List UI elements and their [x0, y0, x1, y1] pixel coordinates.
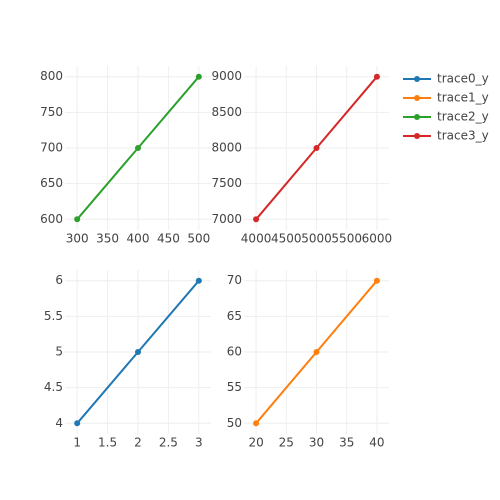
y-tick-label: 5: [55, 345, 63, 359]
y-tick-label: 55: [227, 380, 242, 394]
point: [135, 145, 141, 151]
x-tick-label: 4500: [271, 232, 302, 246]
y-tick-label: 750: [40, 105, 63, 119]
x-tick-label: 2.5: [159, 436, 178, 450]
point: [373, 277, 380, 284]
legend-marker: [414, 76, 420, 82]
legend-label: trace1_y: [437, 91, 489, 105]
y-tick-label: 800: [40, 69, 63, 83]
legend-label: trace2_y: [437, 110, 489, 124]
point: [74, 420, 81, 427]
x-tick-label: 2: [134, 436, 142, 450]
y-tick-label: 9000: [211, 69, 242, 83]
y-tick-label: 4.5: [44, 380, 63, 394]
point: [135, 349, 141, 355]
x-tick-label: 350: [96, 232, 119, 246]
y-tick-label: 5.5: [44, 309, 63, 323]
legend-marker: [414, 95, 420, 101]
y-tick-label: 700: [40, 141, 63, 155]
point: [195, 277, 202, 284]
x-tick-label: 4000: [241, 232, 272, 246]
y-tick-label: 4: [55, 416, 63, 430]
legend-label: trace0_y: [437, 72, 489, 86]
y-tick-label: 6: [55, 273, 63, 287]
y-tick-label: 7000: [211, 212, 242, 226]
y-tick-label: 8000: [211, 141, 242, 155]
x-tick-label: 300: [66, 232, 89, 246]
point: [313, 349, 320, 355]
point: [74, 216, 81, 223]
point: [313, 145, 320, 151]
y-tick-label: 8500: [211, 105, 242, 119]
y-tick-label: 60: [227, 345, 242, 359]
y-tick-label: 7500: [211, 176, 242, 190]
x-tick-label: 400: [127, 232, 150, 246]
x-tick-label: 1.5: [98, 436, 117, 450]
x-tick-label: 20: [248, 436, 263, 450]
point: [253, 420, 260, 427]
legend-marker: [414, 114, 420, 120]
point: [373, 73, 380, 80]
x-tick-label: 5000: [301, 232, 332, 246]
point: [195, 73, 202, 80]
y-tick-label: 70: [227, 273, 242, 287]
x-tick-label: 5500: [331, 232, 362, 246]
y-tick-label: 600: [40, 212, 63, 226]
x-tick-label: 35: [339, 436, 354, 450]
x-tick-label: 3: [195, 436, 203, 450]
x-tick-label: 25: [279, 436, 294, 450]
y-tick-label: 50: [227, 416, 242, 430]
legend-label: trace3_y: [437, 129, 489, 143]
x-tick-label: 6000: [362, 232, 393, 246]
x-tick-label: 450: [157, 232, 180, 246]
legend-marker: [414, 133, 420, 139]
point: [253, 216, 260, 223]
y-tick-label: 65: [227, 309, 242, 323]
x-tick-label: 1: [73, 436, 81, 450]
x-tick-label: 500: [187, 232, 210, 246]
x-tick-label: 40: [369, 436, 384, 450]
y-tick-label: 650: [40, 176, 63, 190]
x-tick-label: 30: [309, 436, 324, 450]
